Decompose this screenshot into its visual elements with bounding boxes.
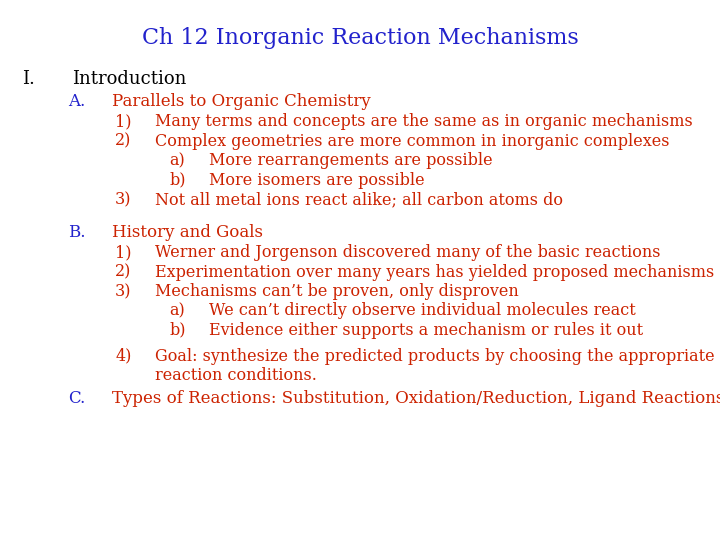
Text: Mechanisms can’t be proven, only disproven: Mechanisms can’t be proven, only disprov… [155,283,518,300]
Text: More isomers are possible: More isomers are possible [209,172,424,188]
Text: Ch 12 Inorganic Reaction Mechanisms: Ch 12 Inorganic Reaction Mechanisms [142,27,578,49]
Text: C.: C. [68,390,86,407]
Text: 1): 1) [115,113,132,130]
Text: We can’t directly observe individual molecules react: We can’t directly observe individual mol… [209,302,636,319]
Text: 2): 2) [115,133,132,150]
Text: B.: B. [68,224,86,241]
Text: Werner and Jorgenson discovered many of the basic reactions: Werner and Jorgenson discovered many of … [155,244,660,261]
Text: 4): 4) [115,348,132,364]
Text: Parallels to Organic Chemistry: Parallels to Organic Chemistry [112,93,370,110]
Text: b): b) [169,322,186,339]
Text: Many terms and concepts are the same as in organic mechanisms: Many terms and concepts are the same as … [155,113,693,130]
Text: Experimentation over many years has yielded proposed mechanisms: Experimentation over many years has yiel… [155,264,714,280]
Text: Goal: synthesize the predicted products by choosing the appropriate: Goal: synthesize the predicted products … [155,348,714,364]
Text: a): a) [169,152,185,169]
Text: History and Goals: History and Goals [112,224,263,241]
Text: a): a) [169,302,185,319]
Text: Evidence either supports a mechanism or rules it out: Evidence either supports a mechanism or … [209,322,643,339]
Text: More rearrangements are possible: More rearrangements are possible [209,152,492,169]
Text: b): b) [169,172,186,188]
Text: Introduction: Introduction [72,70,186,88]
Text: 3): 3) [115,283,132,300]
Text: Types of Reactions: Substitution, Oxidation/Reduction, Ligand Reactions: Types of Reactions: Substitution, Oxidat… [112,390,720,407]
Text: reaction conditions.: reaction conditions. [155,367,317,384]
Text: Not all metal ions react alike; all carbon atoms do: Not all metal ions react alike; all carb… [155,191,563,208]
Text: A.: A. [68,93,86,110]
Text: I.: I. [22,70,35,88]
Text: 1): 1) [115,244,132,261]
Text: 3): 3) [115,191,132,208]
Text: 2): 2) [115,264,132,280]
Text: Complex geometries are more common in inorganic complexes: Complex geometries are more common in in… [155,133,670,150]
